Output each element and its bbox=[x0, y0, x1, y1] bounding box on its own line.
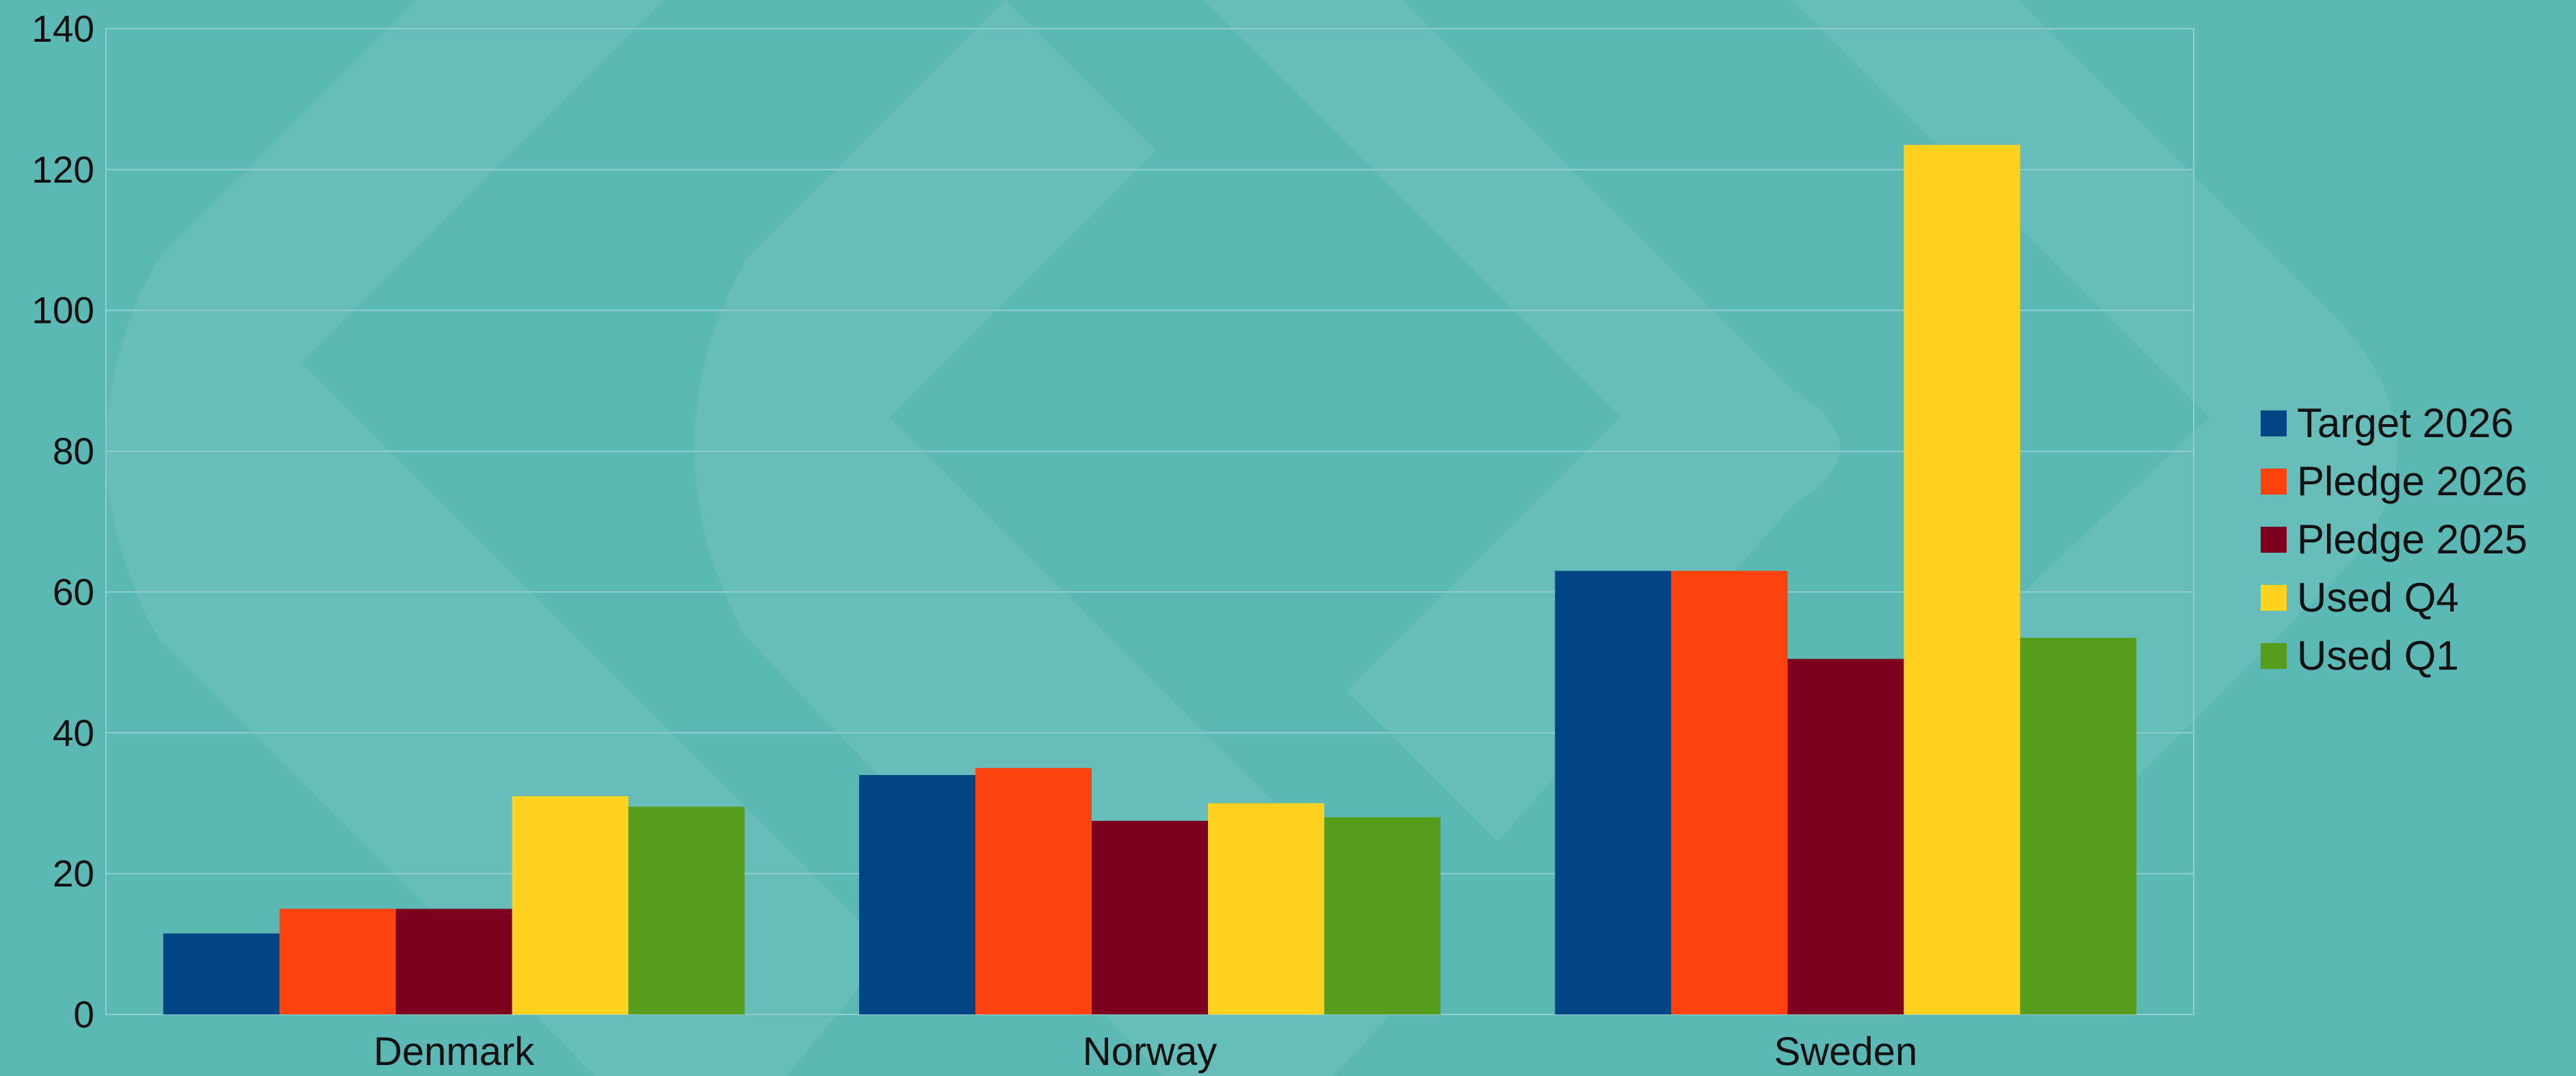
y-tick-label: 20 bbox=[53, 852, 94, 895]
legend-label: Pledge 2026 bbox=[2297, 458, 2527, 504]
y-tick-label: 140 bbox=[31, 8, 94, 50]
bar-denmark-target-2026 bbox=[163, 933, 280, 1014]
x-category-label: Sweden bbox=[1774, 1029, 1918, 1074]
legend-label: Pledge 2025 bbox=[2297, 516, 2527, 562]
x-axis-category-labels: Denmark Norway Sweden bbox=[373, 1029, 1917, 1074]
bar-denmark-used-q4 bbox=[512, 796, 629, 1014]
bar-denmark-pledge-2025 bbox=[395, 908, 512, 1014]
bar-norway-target-2026 bbox=[859, 775, 975, 1014]
y-tick-label: 100 bbox=[31, 289, 94, 332]
bars bbox=[163, 144, 2137, 1014]
legend-swatch bbox=[2261, 643, 2287, 669]
bar-norway-used-q1 bbox=[1324, 817, 1441, 1014]
bar-sweden-pledge-2025 bbox=[1787, 659, 1904, 1014]
legend-swatch bbox=[2261, 469, 2287, 495]
bar-denmark-used-q1 bbox=[628, 806, 745, 1014]
x-category-label: Denmark bbox=[373, 1029, 535, 1074]
legend-swatch bbox=[2261, 410, 2287, 436]
bar-norway-pledge-2025 bbox=[1092, 820, 1208, 1014]
y-tick-label: 120 bbox=[31, 148, 94, 191]
legend-swatch bbox=[2261, 527, 2287, 553]
legend-label: Used Q4 bbox=[2297, 575, 2459, 620]
legend-swatch bbox=[2261, 585, 2287, 611]
y-tick-label: 0 bbox=[73, 993, 94, 1036]
background-chevron-shape bbox=[1792, 0, 2397, 780]
bar-sweden-pledge-2026 bbox=[1671, 570, 1788, 1014]
bar-denmark-pledge-2026 bbox=[279, 908, 396, 1014]
bar-norway-pledge-2026 bbox=[975, 767, 1092, 1014]
y-tick-label: 80 bbox=[53, 430, 94, 473]
bar-norway-used-q4 bbox=[1208, 803, 1324, 1014]
legend-label: Used Q1 bbox=[2297, 633, 2459, 679]
y-tick-label: 60 bbox=[53, 570, 94, 613]
x-category-label: Norway bbox=[1083, 1029, 1218, 1074]
y-axis-tick-labels: 0 20 40 60 80 100 120 140 bbox=[31, 8, 94, 1036]
bar-sweden-target-2026 bbox=[1555, 570, 1672, 1014]
bar-sweden-used-q1 bbox=[2020, 638, 2137, 1014]
legend: Target 2026 Pledge 2026 Pledge 2025 Used Q4… bbox=[2261, 400, 2527, 679]
legend-label: Target 2026 bbox=[2297, 400, 2514, 446]
y-tick-label: 40 bbox=[53, 711, 94, 754]
bar-sweden-used-q4 bbox=[1904, 144, 2021, 1014]
